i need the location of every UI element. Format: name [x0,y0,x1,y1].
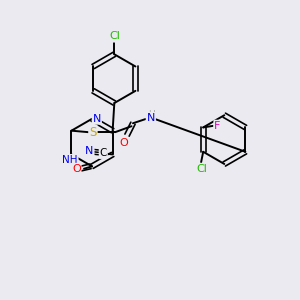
Text: N: N [85,146,94,157]
Text: O: O [72,164,81,174]
Text: F: F [214,121,221,130]
Text: N: N [93,114,101,124]
Text: Cl: Cl [109,32,120,41]
Text: O: O [119,138,128,148]
Text: C: C [100,148,107,158]
Text: N: N [147,113,155,123]
Text: NH: NH [62,155,78,165]
Text: H: H [148,110,154,119]
Text: Cl: Cl [196,164,207,174]
Text: S: S [89,126,97,139]
